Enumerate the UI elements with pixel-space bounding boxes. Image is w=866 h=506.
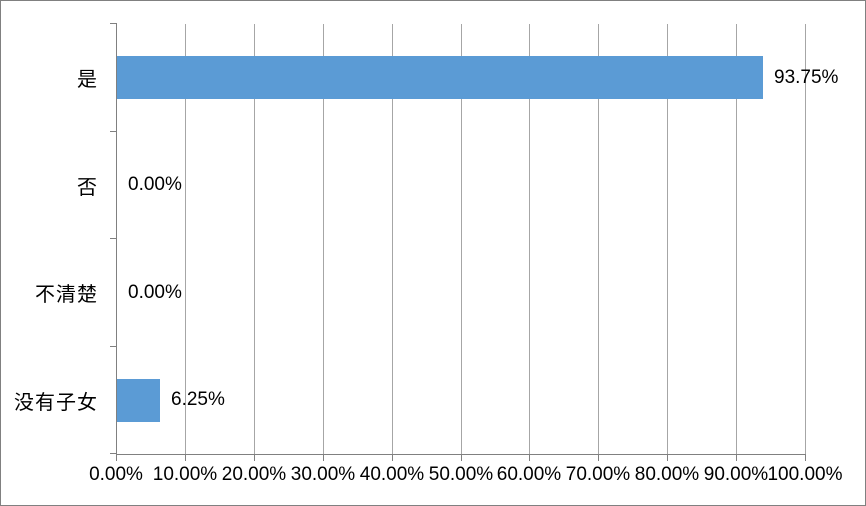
bar — [117, 378, 160, 422]
gridline — [185, 24, 186, 454]
x-axis-tick-label: 20.00% — [221, 464, 287, 485]
y-axis-tick — [110, 23, 117, 24]
y-axis-tick — [110, 453, 117, 454]
x-axis-tick-label: 80.00% — [634, 464, 700, 485]
x-axis-tick — [736, 454, 737, 461]
x-axis-tick-label: 70.00% — [565, 464, 631, 485]
category-label: 不清楚 — [35, 284, 98, 307]
gridline — [323, 24, 324, 454]
x-axis-tick-label: 60.00% — [496, 464, 562, 485]
x-axis-tick — [598, 454, 599, 461]
x-axis-tick — [116, 454, 117, 461]
bar — [117, 56, 763, 100]
gridline — [529, 24, 530, 454]
gridline — [667, 24, 668, 454]
data-label: 0.00% — [128, 281, 182, 303]
x-axis-tick — [461, 454, 462, 461]
gridline — [461, 24, 462, 454]
category-label: 没有子女 — [14, 391, 98, 414]
gridline — [805, 24, 806, 454]
data-label: 0.00% — [128, 174, 182, 196]
x-axis-tick — [254, 454, 255, 461]
x-axis-tick-label: 50.00% — [428, 464, 494, 485]
y-axis-line — [116, 24, 117, 454]
x-axis-tick-label: 90.00% — [703, 464, 769, 485]
y-axis-tick — [110, 131, 117, 132]
x-axis-tick — [667, 454, 668, 461]
data-label: 93.75% — [774, 66, 839, 88]
x-axis-tick-label: 0.00% — [89, 464, 143, 485]
x-axis-tick-label: 30.00% — [290, 464, 356, 485]
gridline — [392, 24, 393, 454]
x-axis-tick — [529, 454, 530, 461]
gridline — [598, 24, 599, 454]
x-axis-tick — [392, 454, 393, 461]
category-label: 是 — [77, 69, 98, 92]
x-axis-tick — [185, 454, 186, 461]
x-axis-tick — [805, 454, 806, 461]
y-axis-tick — [110, 346, 117, 347]
gridline — [736, 24, 737, 454]
x-axis-tick-label: 100.00% — [767, 464, 843, 485]
x-axis-tick — [323, 454, 324, 461]
x-axis-line — [116, 454, 806, 455]
x-axis-tick-label: 10.00% — [152, 464, 218, 485]
category-label: 否 — [77, 176, 98, 199]
x-axis-tick-label: 40.00% — [359, 464, 425, 485]
y-axis-tick — [110, 238, 117, 239]
gridline — [254, 24, 255, 454]
data-label: 6.25% — [171, 389, 225, 411]
